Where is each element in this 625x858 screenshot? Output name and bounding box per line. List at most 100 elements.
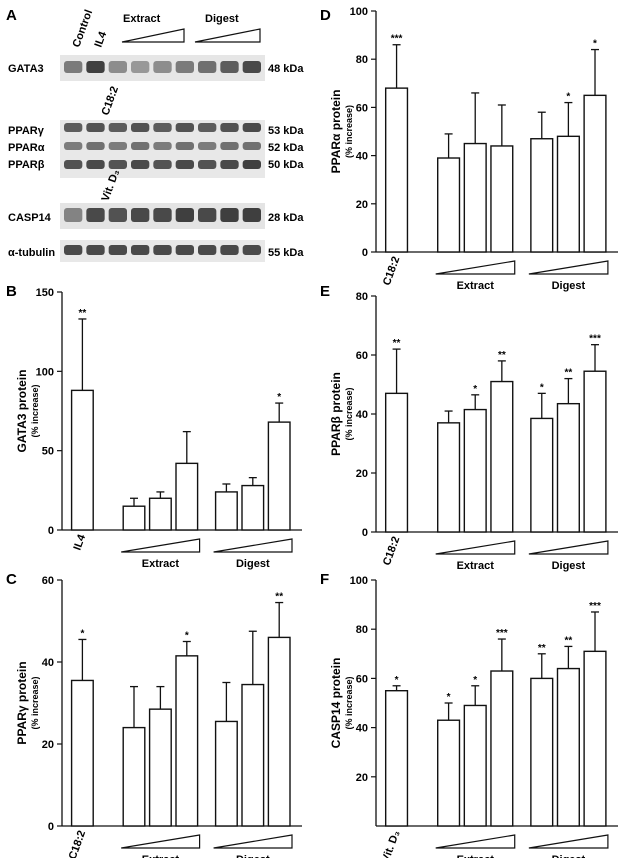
chart-e-y-label-sub: (% increase) — [344, 387, 354, 440]
chart-d-y-tick-label: 20 — [356, 199, 368, 211]
chart-e-significance: ** — [393, 338, 401, 349]
chart-d-first-category: C18:2 — [381, 255, 403, 287]
blot-band — [242, 123, 261, 132]
blot-band — [198, 123, 217, 132]
chart-d-significance: * — [593, 39, 597, 50]
chart-b-bar — [175, 462, 199, 531]
bands-ppar — [64, 123, 261, 169]
blot-band — [153, 61, 172, 73]
blot-band — [198, 160, 217, 169]
chart-f-y-tick-label: 40 — [356, 723, 368, 735]
blot-band — [131, 208, 150, 222]
blot-band — [108, 245, 127, 255]
chart-b-bar — [148, 497, 172, 531]
chart-c-dose-wedge — [213, 834, 293, 849]
blot-band — [175, 245, 194, 255]
blot-kda-pparbeta: 50 kDa — [268, 159, 304, 171]
chart-b-significance: ** — [79, 308, 87, 319]
chart-e-y-tick-label: 0 — [362, 527, 368, 539]
blot-band — [86, 123, 105, 132]
blot-band — [108, 208, 127, 222]
chart-b-letter: B — [6, 283, 17, 300]
chart-e-bar — [556, 402, 580, 533]
blot-extract-wedge — [121, 28, 185, 43]
blot-band — [64, 61, 83, 73]
chart-e-significance: * — [473, 384, 477, 395]
blot-kda-tubulin: 55 kDa — [268, 247, 304, 259]
chart-b-y-tick-label: 100 — [36, 366, 54, 378]
chart-f-significance: ** — [564, 635, 572, 646]
chart-c-y-label-sub: (% increase) — [30, 676, 40, 729]
chart-d-bar — [437, 157, 461, 253]
chart-b-group-label: Digest — [236, 558, 270, 570]
chart-c-y-tick-label: 0 — [48, 821, 54, 833]
blot-band — [86, 142, 105, 150]
chart-d-y-tick-label: 40 — [356, 151, 368, 163]
chart-f-bar — [583, 650, 607, 827]
blot-band — [242, 142, 261, 150]
chart-d-bar — [583, 94, 607, 253]
chart-f-bar — [384, 690, 409, 827]
chart-c-bar — [122, 726, 146, 827]
blot-band — [108, 142, 127, 150]
chart-e-bar — [530, 417, 554, 533]
chart-b-y-label: GATA3 protein — [15, 370, 29, 453]
blot-band — [175, 61, 194, 73]
chart-b-y-label-sub: (% increase) — [30, 384, 40, 437]
blot-band — [64, 245, 83, 255]
chart-d-group-label: Digest — [552, 280, 586, 292]
chart-c-bar — [214, 720, 238, 827]
blot-band — [153, 123, 172, 132]
blot-band — [86, 245, 105, 255]
chart-e-bar — [384, 392, 409, 533]
blot-kda-casp14: 28 kDa — [268, 212, 304, 224]
chart-f-significance: * — [395, 675, 399, 686]
blot-band — [220, 160, 239, 169]
chart-b-y-tick-label: 150 — [36, 287, 54, 299]
blot-band — [64, 142, 83, 150]
chart-f-y-tick-label: 100 — [350, 575, 368, 587]
chart-d-bar — [530, 138, 554, 253]
lane-label-c18-2: C18:2 — [100, 85, 122, 117]
chart-f-group-label: Digest — [552, 854, 586, 858]
chart-d-bar — [490, 145, 514, 253]
chart-c-y-tick-label: 20 — [42, 739, 54, 751]
blot-band — [242, 160, 261, 169]
blot-panel: A Control IL4 Extract Digest GATA3 48 kD… — [6, 7, 304, 262]
blot-label-pparbeta: PPARβ — [8, 159, 45, 171]
blot-band — [220, 61, 239, 73]
chart-b-bar — [214, 491, 238, 531]
chart-d-bar — [463, 142, 487, 253]
chart-c-bar — [70, 679, 94, 827]
blot-band — [153, 160, 172, 169]
chart-d-dose-wedge — [435, 260, 516, 275]
blot-label-tubulin: α-tubulin — [8, 247, 55, 259]
blot-digest-wedge — [194, 28, 261, 43]
chart-f-y-tick-label: 80 — [356, 624, 368, 636]
chart-b-significance: * — [277, 392, 281, 403]
blot-band — [198, 142, 217, 150]
chart-b-first-category: IL4 — [72, 532, 89, 552]
chart-c-group-label: Extract — [142, 854, 180, 858]
chart-b-bar — [70, 389, 94, 531]
blot-band — [153, 208, 172, 222]
panel-letter-a: A — [6, 7, 17, 24]
chart-c-letter: C — [6, 571, 17, 588]
chart-f-significance: * — [447, 692, 451, 703]
blot-band — [220, 142, 239, 150]
blot-band — [198, 61, 217, 73]
chart-b-y-tick-label: 0 — [48, 525, 54, 537]
bands-tubulin — [64, 245, 261, 255]
blot-band — [220, 208, 239, 222]
blot-band — [175, 160, 194, 169]
chart-d-letter: D — [320, 7, 331, 24]
chart-c-bar — [267, 636, 291, 827]
chart-f-dose-wedge — [435, 834, 516, 849]
chart-c-bar — [175, 655, 199, 827]
blot-band — [175, 142, 194, 150]
chart-f-dose-wedge — [528, 834, 609, 849]
chart-d-significance: *** — [391, 34, 403, 45]
